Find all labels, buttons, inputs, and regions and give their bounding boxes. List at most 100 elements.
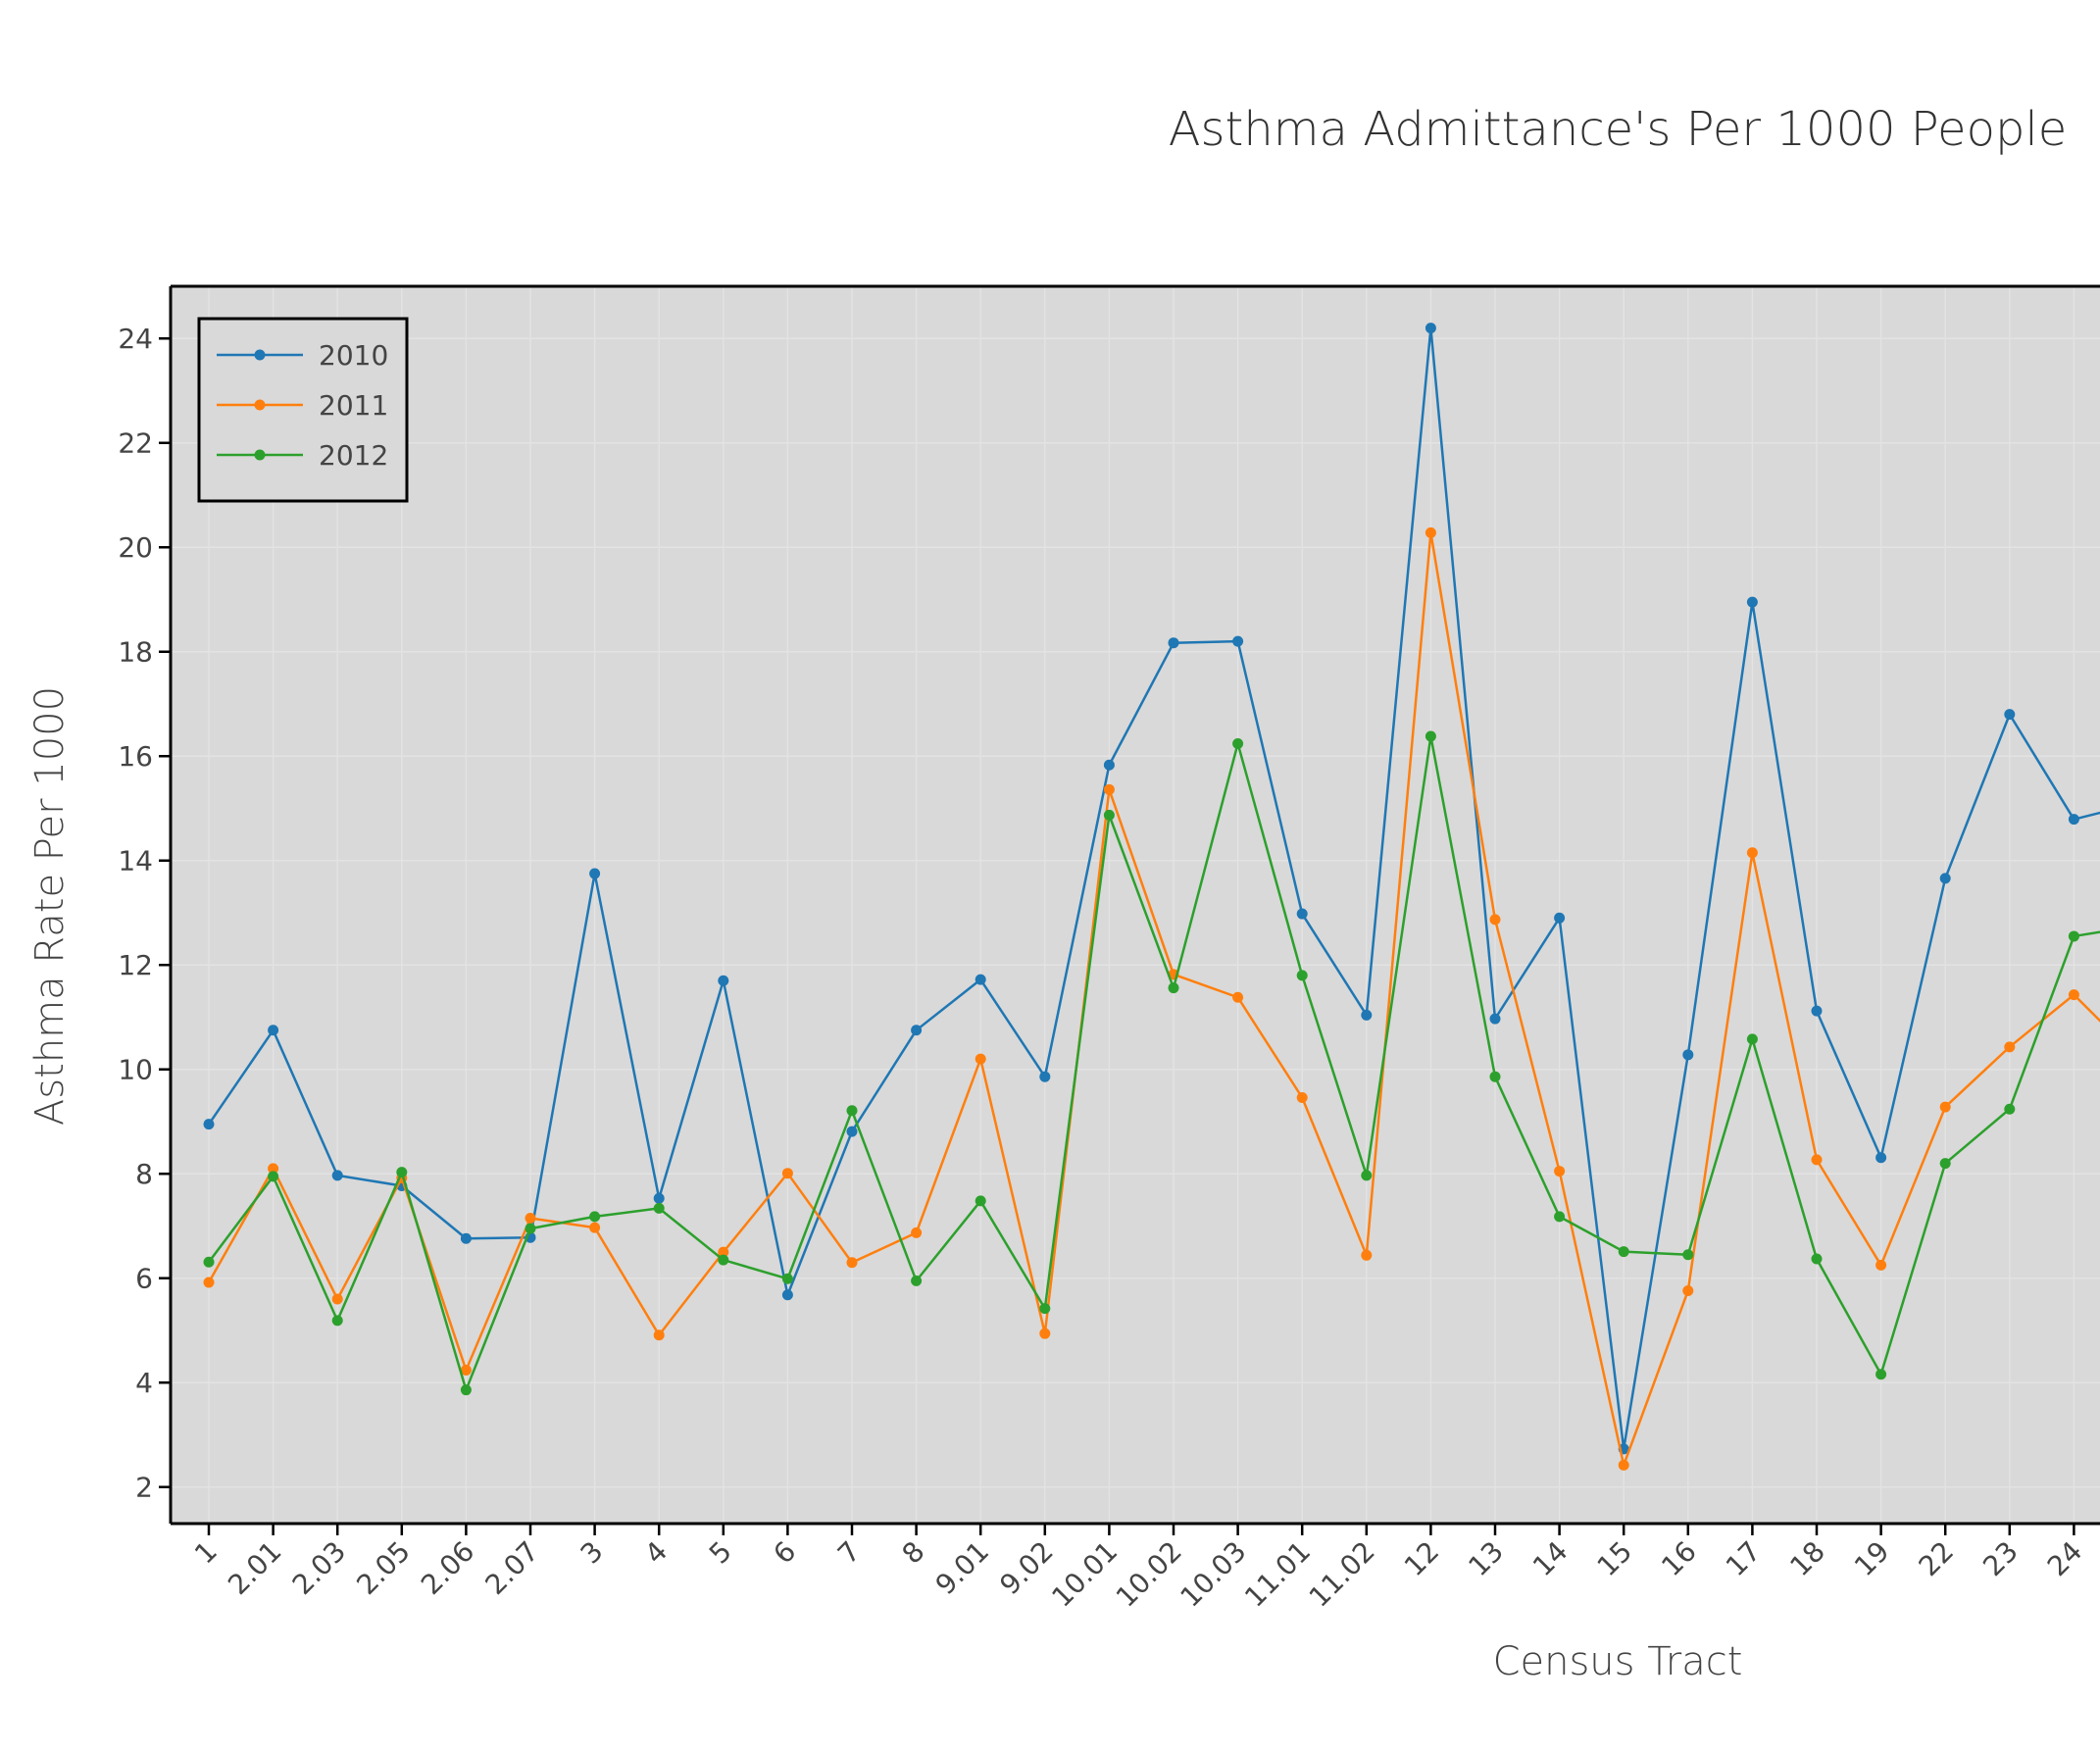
- data-point-2010: [911, 1025, 923, 1036]
- data-point-2011: [460, 1364, 472, 1376]
- data-point-2011: [2068, 989, 2079, 1001]
- data-point-2012: [589, 1211, 601, 1223]
- data-point-2012: [1296, 970, 1308, 981]
- data-point-2010: [1554, 912, 1566, 924]
- data-point-2012: [1682, 1249, 1694, 1261]
- data-point-2012: [2004, 1103, 2016, 1115]
- data-point-2012: [1232, 737, 1244, 749]
- data-point-2010: [1875, 1152, 1887, 1164]
- data-point-2012: [718, 1254, 729, 1266]
- data-point-2010: [653, 1192, 665, 1204]
- y-tick-label: 4: [135, 1367, 153, 1399]
- data-point-2011: [1618, 1459, 1629, 1471]
- data-point-2012: [331, 1315, 343, 1327]
- data-point-2010: [1682, 1049, 1694, 1061]
- data-point-2012: [846, 1105, 858, 1117]
- y-tick-label: 8: [135, 1158, 153, 1190]
- data-point-2011: [1811, 1154, 1823, 1166]
- data-point-2012: [1618, 1246, 1629, 1258]
- data-point-2011: [1103, 783, 1115, 795]
- data-point-2010: [589, 868, 601, 879]
- data-point-2010: [268, 1025, 279, 1036]
- data-point-2012: [396, 1167, 408, 1178]
- data-point-2010: [975, 974, 986, 985]
- legend-label-2012: 2012: [319, 439, 388, 472]
- legend-swatch-marker: [254, 349, 266, 361]
- data-point-2011: [268, 1163, 279, 1175]
- data-point-2010: [1811, 1005, 1823, 1017]
- data-point-2011: [1296, 1091, 1308, 1103]
- data-point-2012: [525, 1223, 536, 1234]
- data-point-2011: [1554, 1166, 1566, 1177]
- data-point-2010: [2004, 709, 2016, 721]
- legend-swatch-marker: [254, 449, 266, 461]
- data-point-2011: [781, 1168, 793, 1179]
- data-point-2011: [1232, 991, 1244, 1003]
- y-tick-label: 2: [135, 1472, 153, 1504]
- data-point-2010: [718, 975, 729, 986]
- y-tick-label: 16: [118, 740, 153, 773]
- data-point-2011: [1746, 847, 1758, 859]
- y-tick-label: 12: [118, 949, 153, 981]
- data-point-2010: [1489, 1013, 1501, 1025]
- legend-label-2011: 2011: [319, 389, 388, 422]
- data-point-2010: [203, 1119, 215, 1130]
- legend-box: [197, 317, 409, 503]
- data-point-2011: [1425, 526, 1436, 538]
- y-tick-label: 10: [118, 1054, 153, 1086]
- data-point-2012: [460, 1384, 472, 1396]
- x-axis-title: Census Tract: [1493, 1639, 1743, 1684]
- data-point-2012: [1746, 1033, 1758, 1045]
- data-point-2010: [331, 1170, 343, 1181]
- data-point-2012: [2068, 930, 2079, 942]
- data-point-2012: [653, 1202, 665, 1214]
- data-point-2010: [1296, 908, 1308, 920]
- data-point-2012: [781, 1273, 793, 1284]
- data-point-2012: [203, 1256, 215, 1268]
- y-tick-label: 24: [118, 323, 153, 355]
- data-point-2011: [911, 1227, 923, 1238]
- data-point-2011: [525, 1212, 536, 1224]
- data-point-2011: [203, 1277, 215, 1288]
- data-point-2012: [1875, 1369, 1887, 1380]
- data-point-2010: [1103, 759, 1115, 771]
- data-point-2011: [846, 1257, 858, 1269]
- data-point-2010: [1361, 1009, 1373, 1021]
- data-point-2010: [1168, 637, 1179, 649]
- y-tick-label: 20: [118, 531, 153, 564]
- data-point-2011: [653, 1329, 665, 1341]
- data-point-2012: [268, 1171, 279, 1182]
- data-point-2012: [1489, 1071, 1501, 1082]
- data-point-2012: [1168, 982, 1179, 994]
- data-point-2011: [1682, 1285, 1694, 1297]
- grid-lines: [171, 286, 2100, 1524]
- data-point-2012: [1811, 1253, 1823, 1265]
- legend-label-2010: 2010: [319, 339, 388, 372]
- data-point-2011: [718, 1246, 729, 1258]
- chart-title: Asthma Admittance's Per 1000 People: [1169, 102, 2068, 157]
- data-point-2010: [460, 1232, 472, 1244]
- data-point-2012: [1103, 809, 1115, 821]
- y-tick-label: 18: [118, 636, 153, 669]
- data-point-2010: [846, 1126, 858, 1137]
- data-point-2012: [1361, 1170, 1373, 1181]
- data-point-2010: [1939, 873, 1951, 884]
- data-point-2010: [1232, 635, 1244, 647]
- y-tick-label: 14: [118, 845, 153, 877]
- data-point-2011: [1361, 1249, 1373, 1261]
- y-tick-label: 22: [118, 427, 153, 460]
- data-point-2010: [1746, 596, 1758, 608]
- y-axis-title: Asthma Rate Per 1000: [27, 686, 73, 1126]
- plot-area: [171, 286, 2100, 1524]
- data-point-2010: [1039, 1071, 1051, 1082]
- data-point-2011: [331, 1293, 343, 1305]
- data-point-2010: [2068, 814, 2079, 826]
- data-point-2012: [1939, 1158, 1951, 1170]
- data-point-2011: [2004, 1041, 2016, 1053]
- data-point-2012: [1039, 1303, 1051, 1315]
- data-point-2011: [1039, 1327, 1051, 1339]
- data-point-2011: [1875, 1259, 1887, 1271]
- data-point-2011: [1489, 914, 1501, 926]
